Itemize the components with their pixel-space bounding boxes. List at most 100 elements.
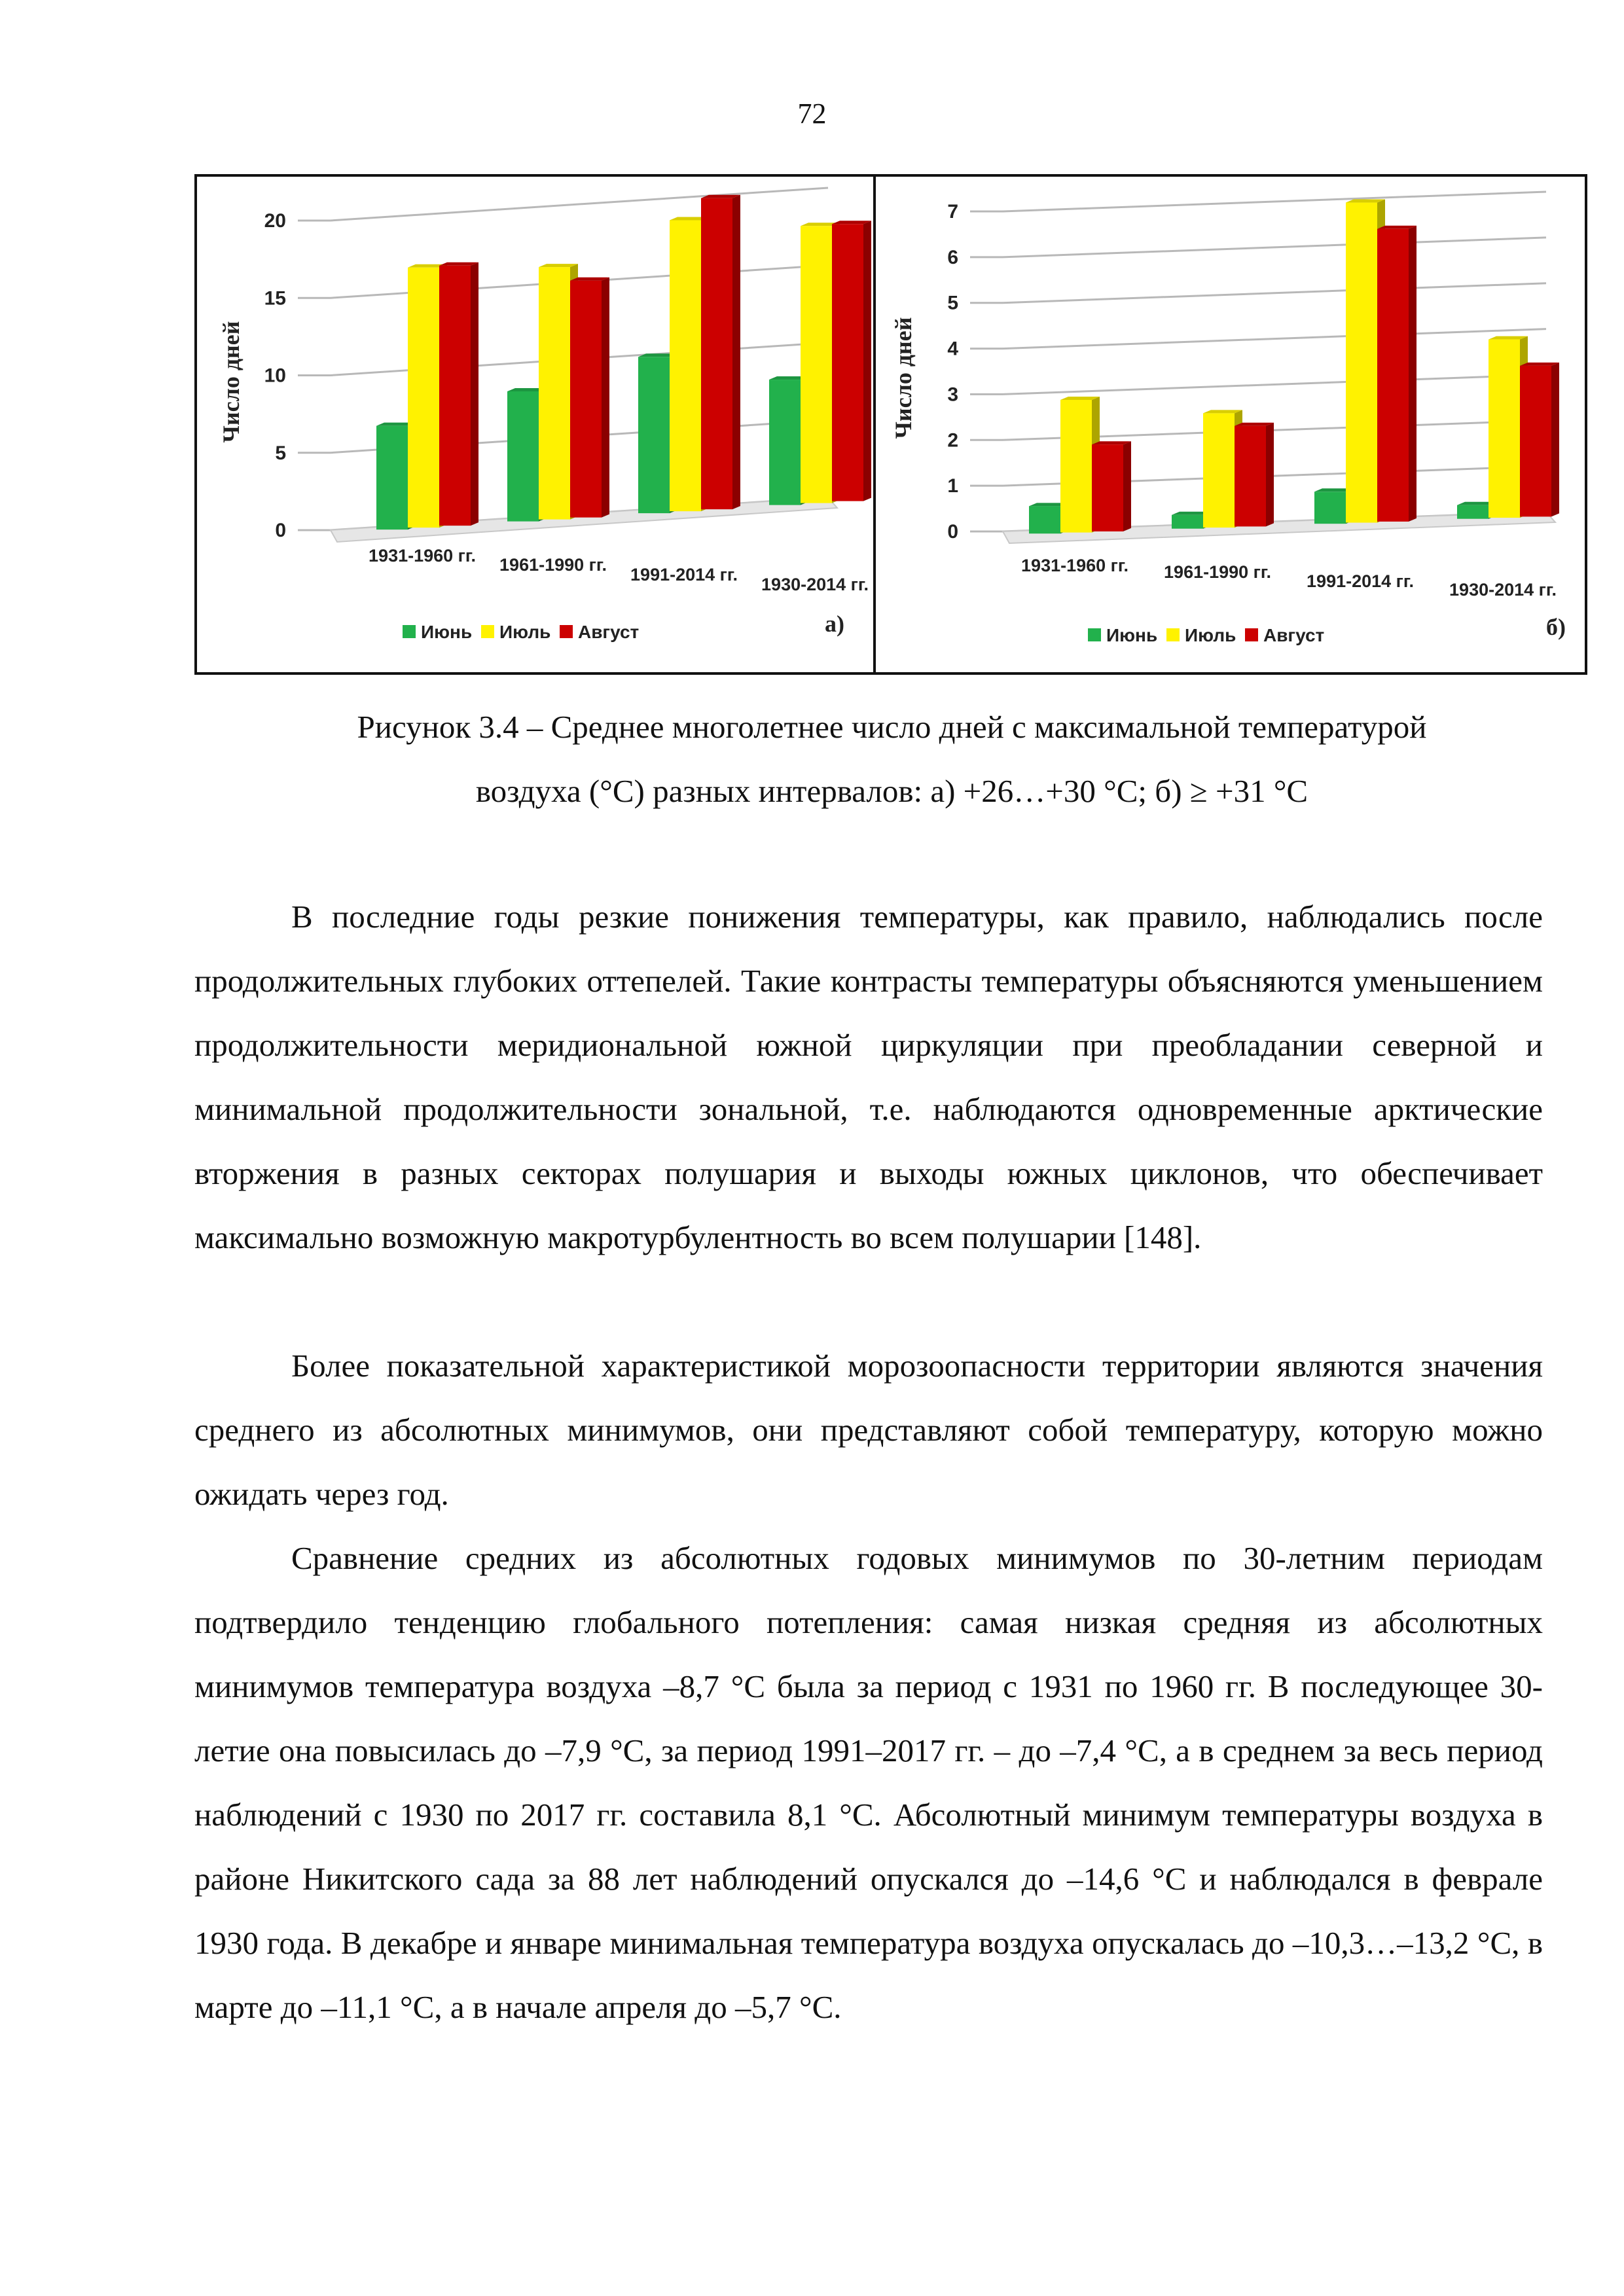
bar-top: [832, 221, 871, 224]
figure-divider: [873, 174, 876, 675]
x-category-label: 1931-1960 гг.: [369, 546, 476, 565]
bar-side: [1409, 225, 1416, 522]
bar: [376, 425, 408, 530]
bar-top: [1346, 199, 1385, 203]
chart-a: 0 5 10 15 20 Число дней 1931-1960 гг. 1961-1990…: [218, 187, 871, 642]
y-tick-label: 5: [947, 293, 958, 314]
bar-top: [769, 376, 808, 380]
bar-top: [1457, 501, 1496, 505]
panel-label: б): [1546, 614, 1566, 640]
bar-top: [539, 264, 578, 268]
bar-top: [1172, 511, 1211, 515]
paragraph-2-text: Более показательной характеристикой моро…: [194, 1348, 1543, 1512]
panel-label: а): [825, 611, 844, 637]
bar: [507, 391, 539, 522]
x-category-label: 1961-1990 гг.: [499, 555, 607, 575]
bar: [408, 267, 439, 528]
y-tick-label: 20: [264, 210, 286, 232]
bar-side: [1123, 441, 1131, 531]
bar-top: [1314, 488, 1354, 492]
x-category-label: 1931-1960 гг.: [1021, 556, 1128, 575]
bar-side: [471, 262, 478, 526]
bar-top: [1029, 503, 1068, 507]
legend-swatch: [481, 625, 494, 638]
y-tick-label: 7: [947, 201, 958, 223]
bar-top: [408, 264, 447, 268]
bar-top: [1203, 410, 1242, 414]
legend-label: Июль: [1185, 625, 1236, 645]
gridline: [330, 187, 829, 222]
legend-label: Июнь: [1106, 625, 1157, 645]
bar-top: [638, 353, 677, 357]
paragraph-3-text: Сравнение средних из абсолютных годовых …: [194, 1540, 1543, 2025]
y-axis-label: Число дней: [890, 317, 916, 439]
bar: [1457, 505, 1489, 519]
bar: [832, 224, 863, 501]
legend-swatch: [1245, 628, 1258, 641]
bar: [1520, 365, 1551, 517]
bar: [670, 220, 701, 512]
bar-top: [801, 223, 840, 226]
legend-label: Июль: [499, 622, 550, 642]
legend-swatch: [1166, 628, 1180, 641]
bar-top: [670, 217, 709, 221]
bar: [439, 265, 471, 526]
bar-top: [1520, 362, 1559, 366]
x-category-label: 1930-2014 гг.: [1449, 580, 1557, 600]
legend-swatch: [1088, 628, 1101, 641]
paragraph-3: Сравнение средних из абсолютных годовых …: [194, 1526, 1543, 2039]
bar: [570, 280, 602, 518]
y-tick-label: 0: [947, 521, 958, 543]
chart-b: 0 1 2 3 4 5 6 7 Число дней 1931-1960 гг. 1961-1990…: [890, 190, 1566, 645]
x-category-label: 1930-2014 гг.: [761, 575, 869, 594]
paragraph-1-text: В последние годы резкие понижения темпер…: [194, 899, 1543, 1255]
gridline: [1002, 328, 1547, 350]
bar: [1235, 425, 1266, 527]
bar: [1346, 202, 1377, 523]
bar: [1172, 514, 1203, 529]
bar-side: [1266, 422, 1274, 527]
y-tick-label: 15: [264, 287, 286, 309]
y-tick-label: 2: [947, 429, 958, 451]
bar-side: [1551, 362, 1559, 517]
bar-top: [1489, 336, 1528, 340]
gridline: [1002, 373, 1547, 395]
y-tick-label: 5: [275, 442, 286, 464]
bar: [539, 267, 570, 520]
bar-side: [602, 277, 609, 518]
legend-label: Июнь: [421, 622, 472, 642]
page-number: 72: [797, 98, 827, 130]
bar: [801, 226, 832, 503]
gridline: [1002, 236, 1547, 259]
bar-top: [1092, 441, 1131, 445]
x-category-label: 1961-1990 гг.: [1164, 562, 1271, 582]
y-axis-label: Число дней: [218, 321, 244, 442]
legend-label: Август: [578, 622, 639, 642]
gridline: [1002, 282, 1547, 304]
paragraph-2: Более показательной характеристикой моро…: [194, 1334, 1543, 1526]
figure-caption-line-1: Рисунок 3.4 – Среднее многолетнее число …: [357, 709, 1427, 745]
bar-top: [570, 277, 609, 281]
bar-top: [439, 262, 478, 266]
bar-top: [507, 387, 547, 391]
bar-top: [1060, 397, 1100, 401]
bar-top: [376, 422, 416, 426]
bar: [1029, 506, 1060, 534]
bar: [1060, 400, 1092, 533]
figure-caption-line-2: воздуха (°С) разных интервалов: а) +26…+…: [475, 773, 1308, 809]
bar: [1203, 413, 1235, 528]
legend-swatch: [403, 625, 416, 638]
bar-top: [1377, 225, 1416, 229]
bar-side: [863, 221, 871, 501]
y-tick-label: 1: [947, 475, 958, 497]
bar: [638, 357, 670, 514]
x-category-label: 1991-2014 гг.: [630, 565, 738, 584]
legend-label: Август: [1263, 625, 1324, 645]
bar: [1489, 339, 1520, 518]
bar: [769, 380, 801, 505]
y-tick-label: 10: [264, 365, 286, 387]
bar-top: [701, 194, 740, 198]
y-tick-label: 6: [947, 247, 958, 268]
bar: [701, 198, 732, 510]
y-tick-label: 4: [947, 338, 958, 360]
